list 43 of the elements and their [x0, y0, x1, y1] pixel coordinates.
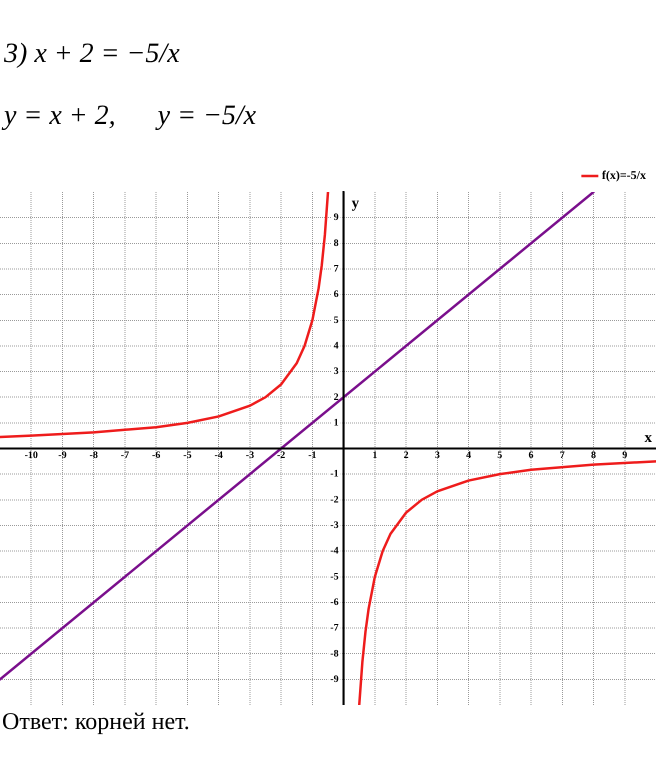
x-tick-label: -1: [308, 450, 317, 462]
x-tick-label: -8: [90, 450, 98, 462]
x-tick-label: 1: [372, 450, 378, 462]
x-tick-label: 9: [622, 450, 628, 462]
x-tick-label: -5: [183, 450, 192, 462]
x-tick-label: 3: [434, 450, 440, 462]
y-tick-label: -6: [330, 596, 339, 608]
x-tick-label: 5: [497, 450, 502, 462]
y-tick-label: 3: [334, 366, 339, 378]
x-tick-label: 7: [560, 450, 565, 462]
x-tick-label: -10: [24, 450, 38, 462]
y-tick-label: -4: [330, 546, 339, 557]
y-tick-label: 4: [334, 340, 339, 352]
x-tick-label: 8: [591, 450, 596, 462]
y-tick-label: 7: [334, 264, 339, 275]
chart-subtitle: y = x + 2, y = −5/x: [4, 100, 258, 132]
x-tick-label: -7: [120, 450, 130, 462]
y-tick-label: -5: [330, 571, 339, 582]
y-tick-label: 5: [334, 314, 339, 326]
y-tick-label: -1: [330, 468, 339, 480]
y-tick-label: 6: [334, 289, 339, 300]
y-tick-label: -9: [330, 674, 339, 685]
x-tick-label: -3: [246, 450, 254, 462]
x-tick-label: -9: [58, 450, 67, 462]
x-axis-title: x: [644, 430, 652, 446]
y-tick-label: -8: [330, 648, 339, 660]
y-tick-label: -7: [330, 622, 339, 634]
x-tick-label: 4: [466, 450, 472, 462]
y-tick-label: 9: [334, 212, 339, 224]
y-tick-label: -2: [330, 494, 339, 506]
y-tick-label: 8: [334, 238, 339, 249]
x-tick-label: -2: [276, 450, 286, 462]
chart-title: 3) x + 2 = −5/x: [4, 38, 181, 70]
legend-label: f(x)=-5/x: [602, 168, 646, 182]
x-tick-label: -6: [152, 450, 160, 462]
y-tick-label: 2: [334, 392, 339, 403]
y-tick-label: 1: [334, 417, 339, 428]
x-tick-label: 6: [528, 450, 534, 462]
x-tick-label: -4: [214, 450, 223, 462]
y-tick-label: -3: [330, 520, 339, 532]
text: Ответ: корней нет.: [1, 709, 191, 736]
y-axis-title: y: [352, 195, 360, 212]
x-tick-label: 2: [404, 450, 409, 462]
